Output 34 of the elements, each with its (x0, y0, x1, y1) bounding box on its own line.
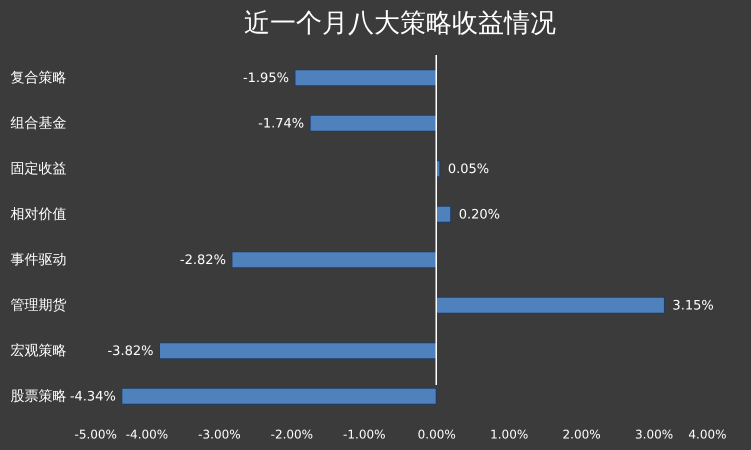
x-tick-label: -4.00% (126, 428, 168, 442)
data-label: -1.74% (258, 116, 304, 132)
y-tick-label: 固定收益 (10, 160, 66, 177)
y-tick-label: 复合策略 (10, 70, 66, 86)
bar (310, 114, 437, 132)
bar (158, 342, 437, 360)
data-label: -4.34% (70, 389, 116, 404)
bar (231, 251, 437, 268)
x-tick-label: 4.00% (688, 428, 726, 442)
y-tick-label: 管理期货 (10, 297, 66, 314)
data-label: 3.15% (672, 298, 714, 314)
y-tick-label: 宏观策略 (10, 342, 66, 359)
y-tick-label: 相对价值 (10, 206, 66, 222)
data-label: -1.95% (242, 70, 289, 86)
x-tick-label: -5.00% (74, 428, 117, 442)
y-tick-label: 组合基金 (10, 115, 66, 132)
x-tick-label: -1.00% (343, 428, 386, 442)
bar (436, 296, 665, 314)
data-label: 0.05% (448, 162, 490, 177)
x-tick-label: -3.00% (198, 428, 241, 442)
x-tick-label: 0.00% (418, 428, 456, 442)
x-tick-label: 3.00% (634, 428, 674, 442)
x-tick-label: 1.00% (490, 428, 528, 442)
data-label: -2.82% (180, 252, 226, 268)
x-tick-label: 2.00% (562, 428, 601, 442)
data-label: 0.20% (458, 207, 500, 222)
y-tick-label: 事件驱动 (10, 252, 66, 268)
bar (121, 388, 437, 405)
data-label: -3.82% (107, 344, 154, 359)
bar (294, 69, 437, 86)
chart-title: 近一个月八大策略收益情况 (244, 8, 556, 38)
y-tick-label: 股票策略 (10, 388, 66, 404)
bar (436, 206, 452, 223)
x-tick-label: -2.00% (270, 428, 314, 442)
